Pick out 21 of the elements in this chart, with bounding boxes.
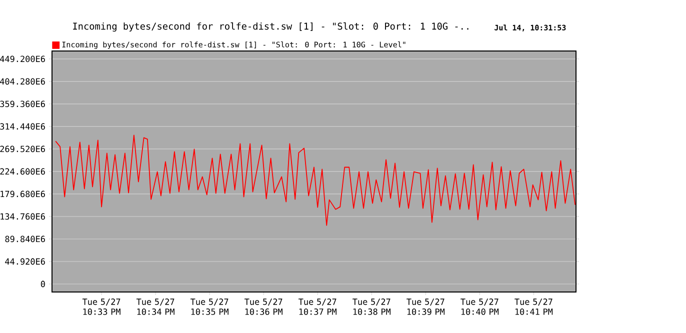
x-tick-label: Tue 5/27 10:35 PM (190, 298, 228, 315)
y-tick-label: 44.920E6 (5, 258, 45, 265)
y-tick-label: 449.200E6 (0, 56, 45, 62)
y-tick-label: 269.520E6 (0, 146, 45, 152)
y-tick-label: 224.600E6 (0, 168, 45, 175)
x-tick-label: Tue 5/27 10:37 PM (298, 298, 336, 315)
chart-title: Incoming bytes/second for rolfe-dist.sw [1] - "Slot: 0 Port: 1 10G -.. (73, 22, 468, 32)
x-tick-label: Tue 5/27 10:40 PM (460, 298, 499, 315)
y-tick-label: 89.840E6 (5, 236, 45, 242)
y-tick-label: 179.680E6 (0, 190, 45, 198)
x-tick-label: Tue 5/27 10:33 PM (82, 298, 120, 315)
x-tick-label: Tue 5/27 10:39 PM (406, 298, 445, 315)
y-tick-label: 359.360E6 (0, 100, 45, 108)
x-tick-label: Tue 5/27 10:38 PM (352, 298, 391, 315)
x-tick-label: Tue 5/27 10:41 PM (514, 298, 553, 315)
x-tick-label: Tue 5/27 10:34 PM (136, 298, 174, 315)
x-tick-label: Tue 5/27 10:36 PM (244, 298, 282, 315)
y-tick-label: 314.440E6 (0, 123, 45, 130)
y-tick-label: 134.760E6 (0, 213, 45, 220)
y-tick-label: 404.280E6 (0, 78, 45, 85)
y-tick-label: 0 (40, 280, 45, 288)
